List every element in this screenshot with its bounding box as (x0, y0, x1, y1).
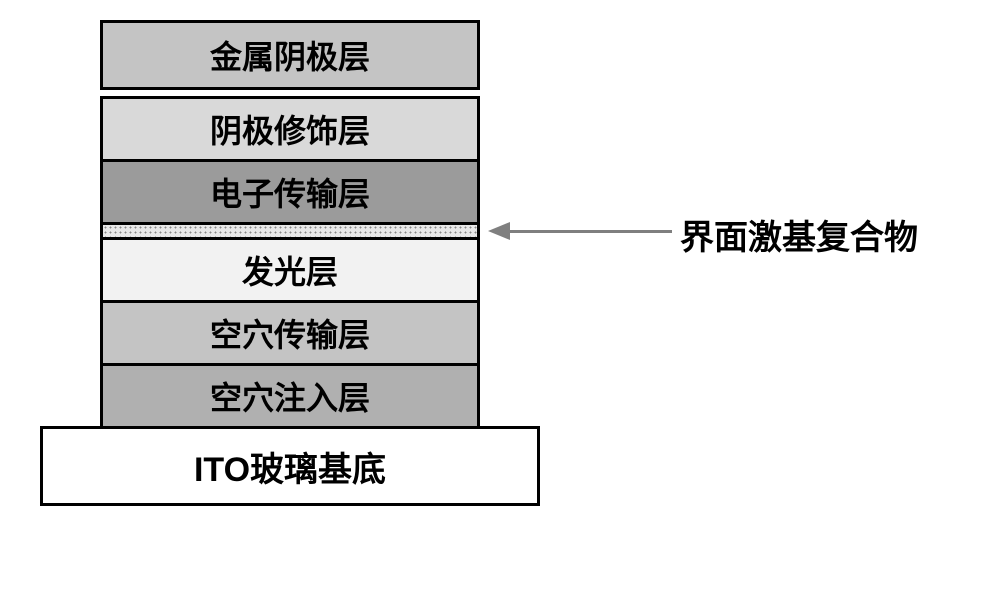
ito-substrate-layer: ITO玻璃基底 (40, 426, 540, 506)
oled-layer-diagram: 金属阴极层阴极修饰层电子传输层发光层空穴传输层空穴注入层 ITO玻璃基底 界面激… (40, 20, 960, 592)
metal-cathode-layer: 金属阴极层 (100, 20, 480, 90)
etl-label: 电子传输层 (210, 169, 370, 215)
etl-layer: 电子传输层 (100, 159, 480, 225)
hil-layer: 空穴注入层 (100, 363, 480, 429)
hil-label: 空穴注入层 (210, 373, 370, 419)
eml-layer: 发光层 (100, 237, 480, 303)
interface-exciplex-label: 界面激基复合物 (680, 219, 918, 257)
interface-exciplex-annotation: 界面激基复合物 (680, 210, 918, 259)
eml-label: 发光层 (242, 247, 338, 293)
annotation-arrow-line (508, 230, 672, 233)
ito-substrate-label: ITO玻璃基底 (194, 442, 386, 491)
cathode-mod-label: 阴极修饰层 (210, 106, 370, 152)
cathode-mod-layer: 阴极修饰层 (100, 96, 480, 162)
htl-layer: 空穴传输层 (100, 300, 480, 366)
annotation-arrow-head-icon (488, 222, 510, 240)
metal-cathode-label: 金属阴极层 (210, 32, 370, 78)
htl-label: 空穴传输层 (210, 310, 370, 356)
